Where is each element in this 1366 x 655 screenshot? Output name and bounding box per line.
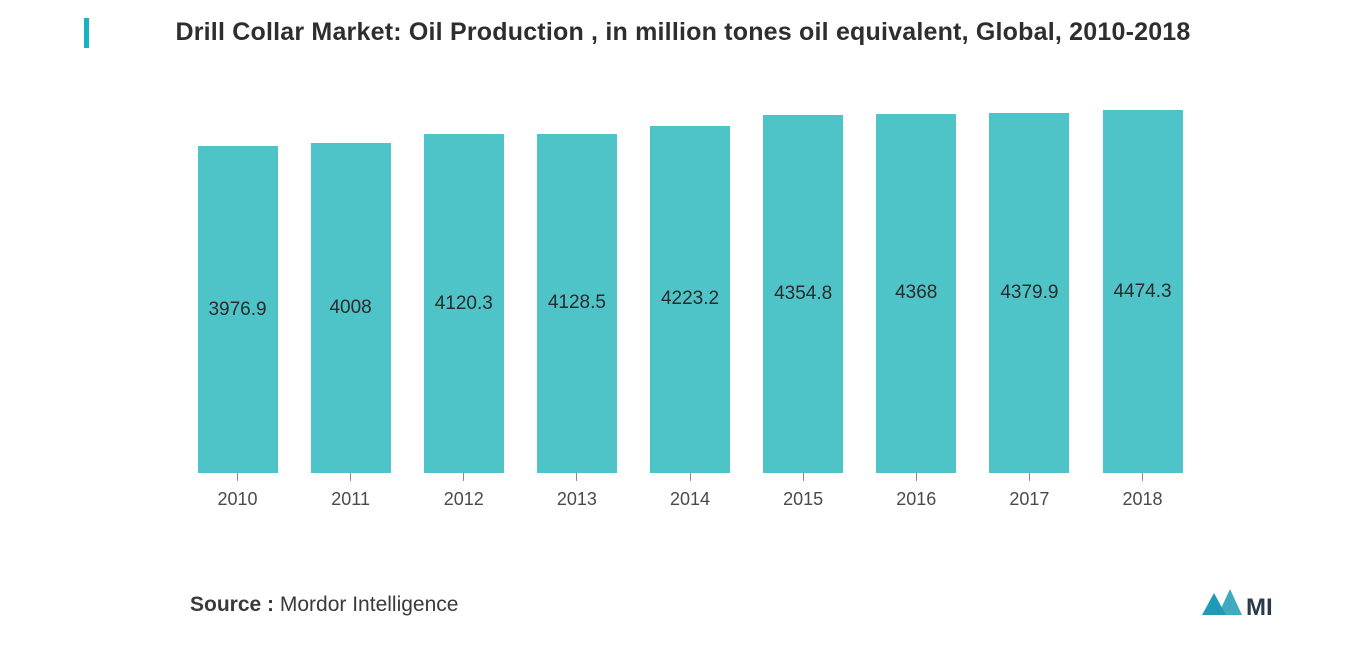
bar-value-label: 4354.8 [763,283,843,305]
x-axis-label: 2018 [1122,489,1162,510]
bar-value-label: 4128.5 [537,292,617,314]
bar-slot: 4354.8 2015 [756,110,851,510]
bar-slot: 4128.5 2013 [529,110,624,510]
x-tick [576,473,577,481]
bar-chart: 3976.9 2010 4008 2011 4120.3 2012 4128.5… [190,110,1190,510]
bar: 4379.9 [989,113,1069,473]
bar-value-label: 4474.3 [1103,281,1183,303]
x-tick [237,473,238,481]
bar: 3976.9 [198,146,278,473]
bar-value-label: 3976.9 [198,299,278,321]
x-axis-label: 2014 [670,489,710,510]
bar-value-label: 4008 [311,297,391,319]
bar-slot: 4008 2011 [303,110,398,510]
svg-text:MI: MI [1246,594,1273,621]
bar-slot: 4120.3 2012 [416,110,511,510]
x-axis-label: 2017 [1009,489,1049,510]
x-tick [463,473,464,481]
bar-slot: 3976.9 2010 [190,110,285,510]
x-tick [690,473,691,481]
bar-slot: 4368 2016 [869,110,964,510]
x-axis-label: 2013 [557,489,597,510]
source-label: Source : [190,593,274,616]
bar-value-label: 4120.3 [424,293,504,315]
x-tick [803,473,804,481]
x-axis-label: 2016 [896,489,936,510]
x-tick [1029,473,1030,481]
x-axis-label: 2011 [331,489,370,510]
bar: 4368 [876,114,956,473]
bar-value-label: 4368 [876,282,956,304]
chart-title: Drill Collar Market: Oil Production , in… [0,18,1366,47]
bar: 4120.3 [424,134,504,473]
x-tick [1142,473,1143,481]
x-axis-label: 2012 [444,489,484,510]
bar: 4354.8 [763,115,843,473]
bar: 4128.5 [537,134,617,473]
x-tick [916,473,917,481]
mordor-logo: MI [1200,581,1278,627]
bar: 4223.2 [650,126,730,473]
x-axis-label: 2010 [217,489,257,510]
bar-slot: 4379.9 2017 [982,110,1077,510]
bar: 4008 [311,143,391,473]
source-text: Mordor Intelligence [274,593,458,616]
bar-slot: 4474.3 2018 [1095,110,1190,510]
x-tick [350,473,351,481]
bar-value-label: 4223.2 [650,288,730,310]
source-attribution: Source : Mordor Intelligence [190,593,458,617]
bar-slot: 4223.2 2014 [643,110,738,510]
bar-value-label: 4379.9 [989,282,1069,304]
x-axis-label: 2015 [783,489,823,510]
bar: 4474.3 [1103,110,1183,473]
